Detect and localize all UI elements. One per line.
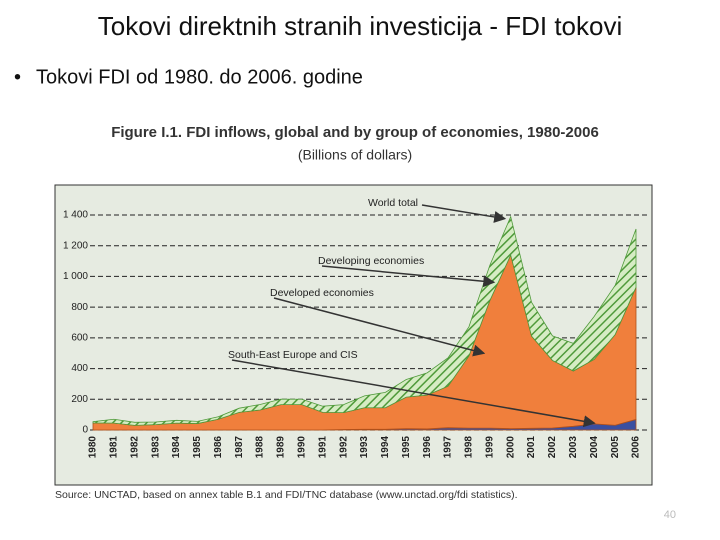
x-tick-label: 1984 bbox=[171, 436, 182, 459]
annotation-arrow bbox=[273, 297, 486, 357]
x-tick-label: 2001 bbox=[526, 436, 537, 459]
annotation-arrow bbox=[421, 204, 507, 223]
chart-subtitle: (Billions of dollars) bbox=[298, 147, 412, 163]
area bbox=[92, 215, 637, 426]
x-tick-label: 1983 bbox=[150, 436, 161, 459]
x-tick-label: 1998 bbox=[464, 436, 475, 459]
x-tick-label: 1985 bbox=[192, 436, 203, 459]
x-tick-label: 1988 bbox=[255, 436, 266, 459]
x-tick-label: 1995 bbox=[401, 436, 412, 459]
y-tick-label: 1 200 bbox=[63, 240, 88, 251]
x-tick-label: 1986 bbox=[213, 436, 224, 459]
annotation: Developing economies bbox=[318, 255, 424, 267]
x-tick-label: 1982 bbox=[129, 436, 140, 459]
x-tick-label: 2005 bbox=[610, 436, 621, 459]
x-tick-label: 1996 bbox=[422, 436, 433, 459]
plot: 0 200 400 600 800 1 000 1 200 1 400 1980 1981 1982… bbox=[63, 197, 648, 458]
x-tick-label: 1994 bbox=[380, 436, 391, 459]
plot-frame bbox=[54, 184, 653, 486]
x-tick-label: 1981 bbox=[109, 436, 120, 459]
x-tick-label: 1987 bbox=[234, 436, 245, 459]
x-tick-label: 2004 bbox=[589, 436, 600, 459]
x-tick-label: 1991 bbox=[317, 436, 328, 459]
x-tick-label: 1980 bbox=[88, 436, 99, 459]
x-tick-label: 1993 bbox=[359, 436, 370, 459]
y-tick-label: 1 000 bbox=[63, 271, 88, 282]
x-tick-label: 1999 bbox=[484, 436, 495, 459]
x-tick-label: 1992 bbox=[338, 436, 349, 459]
page-number: 40 bbox=[664, 509, 676, 521]
annotation: Developed economies bbox=[270, 287, 374, 299]
x-tick-label: 2006 bbox=[631, 436, 642, 459]
source: Source: UNCTAD, based on annex table B.1… bbox=[55, 489, 518, 501]
chart-title: Figure I.1. FDI inflows, global and by g… bbox=[111, 124, 599, 141]
bullet-dot: • bbox=[14, 66, 21, 88]
annotation: South-East Europe and CIS bbox=[228, 349, 358, 361]
bullet-text: Tokovi FDI od 1980. do 2006. godine bbox=[36, 66, 363, 88]
y-tick-label: 0 bbox=[82, 425, 88, 436]
slide-title: Tokovi direktnih stranih investicija - F… bbox=[98, 11, 623, 41]
annotation: World total bbox=[368, 197, 418, 209]
y-tick-label: 400 bbox=[71, 363, 88, 374]
annotation-arrow bbox=[321, 265, 496, 288]
y-tick-label: 1 400 bbox=[63, 210, 88, 221]
y-tick-label: 200 bbox=[71, 394, 88, 405]
x-tick-label: 1990 bbox=[296, 436, 307, 459]
x-tick-label: 2003 bbox=[568, 436, 579, 459]
x-tick-label: 1997 bbox=[443, 436, 454, 459]
y-tick-label: 800 bbox=[71, 302, 88, 313]
annotation-arrow bbox=[231, 359, 596, 428]
x-tick-label: 2000 bbox=[505, 436, 516, 459]
x-tick-label: 1989 bbox=[276, 436, 287, 459]
y-tick-label: 600 bbox=[71, 332, 88, 343]
x-tick-label: 2002 bbox=[547, 436, 558, 459]
